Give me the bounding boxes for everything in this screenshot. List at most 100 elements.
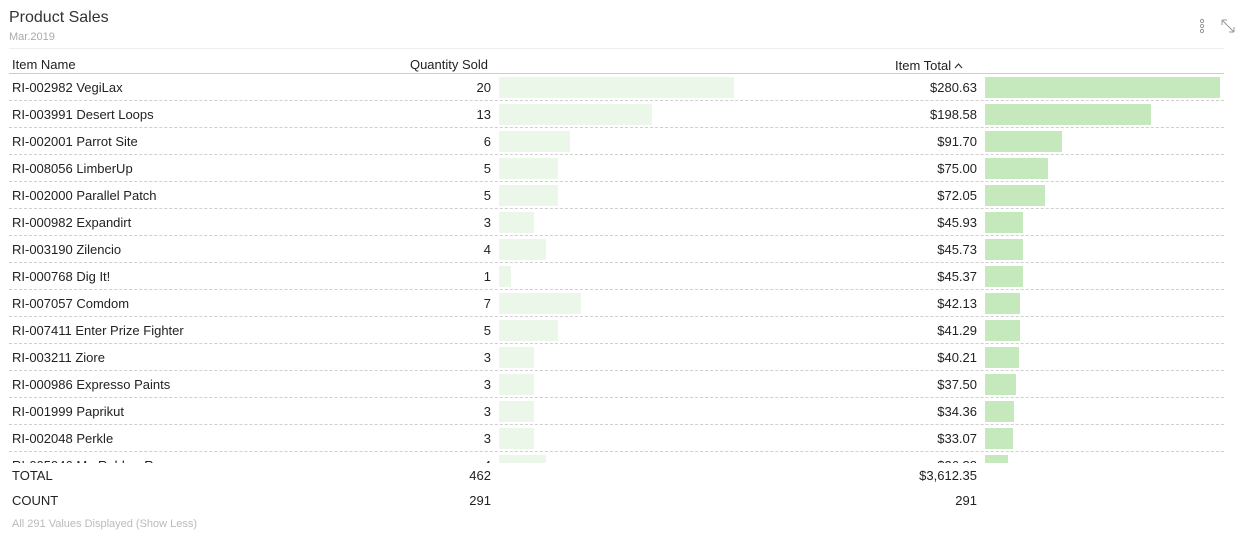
item-total-bar (985, 293, 1020, 314)
item-total-cell: $42.13 (937, 296, 977, 311)
quantity-sold-cell: 4 (483, 242, 491, 257)
footer-count-label: COUNT (12, 493, 59, 508)
quantity-sold-cell: 6 (483, 134, 491, 149)
item-total-cell: $37.50 (937, 377, 977, 392)
item-total-bar (985, 212, 1023, 233)
item-name-cell: RI-007057 Comdom (12, 296, 130, 311)
table-row[interactable]: RI-003190 Zilencio 4 $45.73 (9, 236, 1224, 263)
footer-count-row: COUNT 291 291 (9, 488, 1224, 513)
footer-total-amount: $3,612.35 (919, 468, 977, 483)
quantity-sold-cell: 3 (483, 215, 491, 230)
item-total-cell: $34.36 (937, 404, 977, 419)
item-name-cell: RI-000982 Expandirt (12, 215, 132, 230)
quantity-bar (499, 293, 581, 314)
header-divider (9, 48, 1224, 49)
widget-actions (1192, 16, 1238, 36)
item-name-cell: RI-001999 Paprikut (12, 404, 125, 419)
quantity-bar (499, 239, 546, 260)
item-name-cell: RI-002001 Parrot Site (12, 134, 138, 149)
quantity-bar (499, 320, 558, 341)
table-row[interactable]: RI-002048 Perkle 3 $33.07 (9, 425, 1224, 452)
column-header-quantity-sold[interactable]: Quantity Sold (409, 57, 488, 72)
item-total-bar (985, 428, 1013, 449)
more-vertical-icon[interactable] (1192, 16, 1212, 36)
quantity-sold-cell: 3 (483, 350, 491, 365)
table-row[interactable]: RI-008056 LimberUp 5 $75.00 (9, 155, 1224, 182)
footer-total-label: TOTAL (12, 468, 53, 483)
quantity-sold-cell: 7 (483, 296, 491, 311)
item-name-cell: RI-003991 Desert Loops (12, 107, 154, 122)
item-name-cell: RI-002000 Parallel Patch (12, 188, 157, 203)
item-total-bar (985, 266, 1023, 287)
footer-total-qty: 462 (469, 468, 491, 483)
quantity-sold-cell: 3 (483, 377, 491, 392)
quantity-sold-cell: 20 (476, 80, 491, 95)
quantity-bar (499, 401, 534, 422)
quantity-bar (499, 212, 534, 233)
item-total-cell: $40.21 (937, 350, 977, 365)
table-row[interactable]: RI-003211 Ziore 3 $40.21 (9, 344, 1224, 371)
table-row[interactable]: RI-001999 Paprikut 3 $34.36 (9, 398, 1224, 425)
table-row[interactable]: RI-002001 Parrot Site 6 $91.70 (9, 128, 1224, 155)
column-header-item-total-label: Item Total (895, 58, 952, 73)
quantity-sold-cell: 13 (476, 107, 491, 122)
table-body[interactable]: RI-002982 VegiLax 20 $280.63 RI-003991 Dese… (9, 74, 1224, 463)
item-name-cell: RI-000986 Expresso Paints (12, 377, 171, 392)
column-header-row: Item Name Quantity Sold Item Total (9, 54, 1224, 74)
table-row[interactable]: RI-003991 Desert Loops 13 $198.58 (9, 101, 1224, 128)
quantity-bar (499, 104, 652, 125)
quantity-bar (499, 347, 534, 368)
item-name-cell: RI-002048 Perkle (12, 431, 114, 446)
quantity-bar (499, 455, 546, 463)
widget-header: Product Sales Mar.2019 (9, 8, 109, 43)
item-name-cell: RI-008056 LimberUp (12, 161, 133, 176)
item-total-bar (985, 77, 1220, 98)
expand-icon[interactable] (1218, 16, 1238, 36)
quantity-sold-cell: 3 (483, 404, 491, 419)
table-row[interactable]: RI-000982 Expandirt 3 $45.93 (9, 209, 1224, 236)
item-total-bar (985, 104, 1151, 125)
table-row[interactable]: RI-002982 VegiLax 20 $280.63 (9, 74, 1224, 101)
item-total-bar (985, 455, 1008, 463)
item-total-bar (985, 158, 1048, 179)
table-row[interactable]: RI-007057 Comdom 7 $42.13 (9, 290, 1224, 317)
quantity-sold-cell: 1 (483, 269, 491, 284)
item-total-cell: $33.07 (937, 431, 977, 446)
item-name-cell: RI-003190 Zilencio (12, 242, 122, 257)
item-total-bar (985, 347, 1019, 368)
table-row[interactable]: RI-000986 Expresso Paints 3 $37.50 (9, 371, 1224, 398)
column-header-item-name[interactable]: Item Name (12, 57, 76, 72)
item-total-cell: $26.88 (937, 458, 977, 463)
item-total-cell: $45.73 (937, 242, 977, 257)
item-total-bar (985, 320, 1020, 341)
item-name-cell: RI-003211 Ziore (12, 350, 105, 365)
item-name-cell: RI-007411 Enter Prize Fighter (12, 323, 184, 338)
table-row[interactable]: RI-002000 Parallel Patch 5 $72.05 (9, 182, 1224, 209)
widget-title: Product Sales (9, 9, 109, 26)
item-total-cell: $91.70 (937, 134, 977, 149)
quantity-sold-cell: 4 (484, 458, 491, 463)
item-total-cell: $41.29 (937, 323, 977, 338)
item-total-bar (985, 131, 1062, 152)
product-sales-table: Item Name Quantity Sold Item Total RI-00… (9, 54, 1224, 513)
quantity-bar (499, 158, 558, 179)
item-total-cell: $45.37 (937, 269, 977, 284)
item-total-cell: $45.93 (937, 215, 977, 230)
quantity-sold-cell: 5 (483, 188, 491, 203)
footer-total-row: TOTAL 462 $3,612.35 (9, 463, 1224, 488)
quantity-bar (499, 185, 558, 206)
item-name-cell: RI-005946 Mr. Rubber Room (12, 458, 179, 463)
column-header-item-total[interactable]: Item Total (895, 57, 963, 73)
show-less-link[interactable]: All 291 Values Displayed (Show Less) (12, 518, 198, 530)
table-row[interactable]: RI-007411 Enter Prize Fighter 5 $41.29 (9, 317, 1224, 344)
quantity-sold-cell: 5 (483, 323, 491, 338)
quantity-bar (499, 131, 570, 152)
item-total-cell: $75.00 (937, 161, 977, 176)
item-name-cell: RI-000768 Dig It! (12, 269, 111, 284)
quantity-bar (499, 77, 734, 98)
table-row[interactable]: RI-005946 Mr. Rubber Room 4 $26.88 (9, 452, 1224, 463)
item-total-bar (985, 374, 1016, 395)
quantity-sold-cell: 5 (483, 161, 491, 176)
table-row[interactable]: RI-000768 Dig It! 1 $45.37 (9, 263, 1224, 290)
footer-count-amount: 291 (955, 493, 977, 508)
